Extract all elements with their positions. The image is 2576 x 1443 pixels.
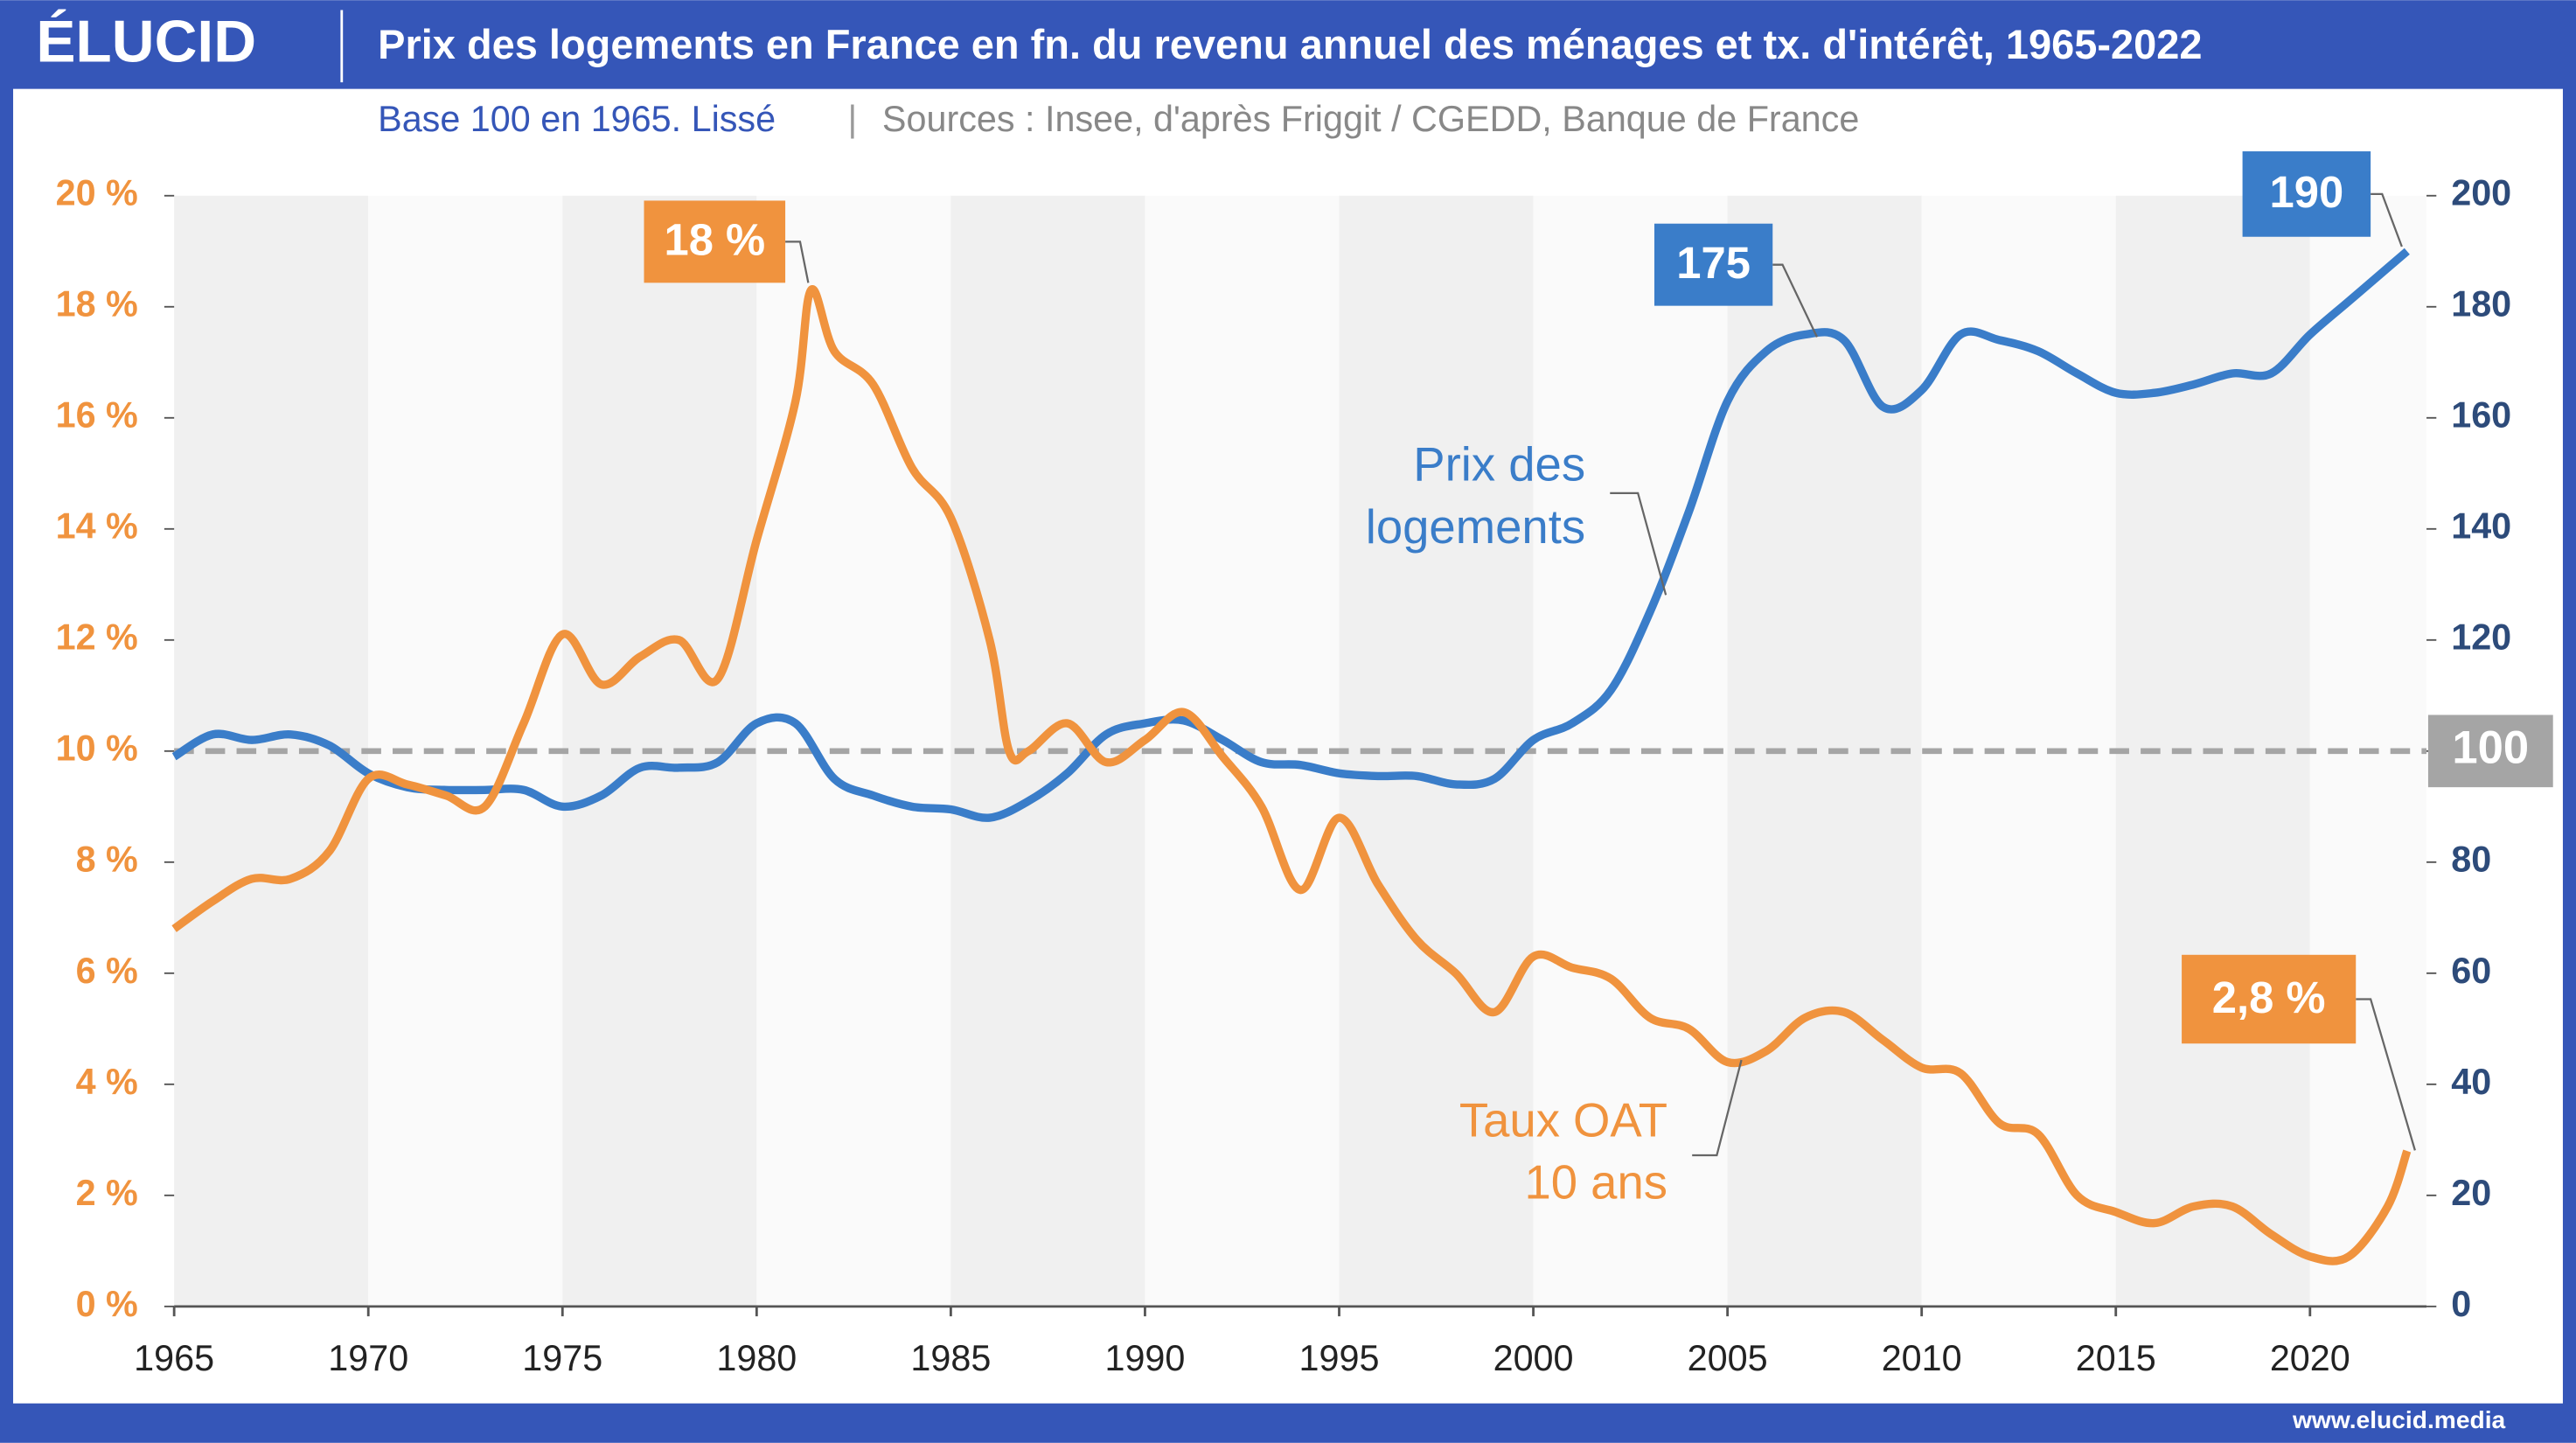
x-tick-label: 1980 [716,1338,797,1378]
series-line [171,247,2410,822]
x-tick-label: 2000 [1493,1338,1574,1378]
leader [1692,1059,1743,1157]
y-tick-label: 8 % [76,840,138,880]
annotation-box [644,200,786,283]
annotation-leader [2371,192,2403,247]
x-tick-label: 1990 [1104,1338,1185,1378]
y2-tick-label: 20 [2451,1173,2491,1213]
x-tick-label: 2005 [1688,1338,1768,1378]
reference-box [2427,715,2553,788]
y-tick-label: 20 % [56,173,138,213]
band [1727,195,1922,1307]
x-tick-label: 2010 [1882,1338,1962,1378]
annotation-box [1654,223,1773,306]
annotation-leader [1772,263,1818,338]
footer: www.elucid.media [2292,1405,2506,1433]
y2-tick-label: 160 [2451,395,2511,436]
source: Sources : Insee, d'après Friggit / CGEDD… [882,99,1859,139]
y-tick-label: 4 % [76,1062,138,1102]
x-tick-label: 1970 [328,1338,408,1378]
y-tick-label: 16 % [56,395,138,436]
y2-tick-label: 0 [2451,1284,2471,1324]
y2-tick-label: 80 [2451,840,2491,880]
annotation: 190 [2270,167,2344,217]
y2-tick-label: 120 [2451,617,2511,658]
annotation-leader [785,240,810,283]
annotation-box [2242,151,2371,237]
y-tick-label: 2 % [76,1173,138,1213]
x-tick-label: 2020 [2270,1338,2350,1378]
x-tick-label: 1975 [522,1338,602,1378]
y-tick-label: 6 % [76,951,138,991]
series-line [171,285,2412,1265]
subtitle: Base 100 en 1965. Lissé [378,99,776,139]
x-tick-label: 2015 [2076,1338,2156,1378]
annotation-box [2182,954,2357,1044]
subtitle-separator: | [847,99,857,139]
band [756,195,951,1307]
annotation: 18 % [664,215,765,265]
brand: ÉLUCID [36,9,256,75]
leader [1610,491,1667,596]
reference-label: 100 [2452,722,2529,774]
x-tick-label: 1995 [1299,1338,1380,1378]
y2-tick-label: 60 [2451,951,2491,991]
annotation-leader [2356,998,2416,1151]
y-tick-label: 0 % [76,1284,138,1324]
y2-tick-label: 180 [2451,284,2511,324]
annotation: 2,8 % [2212,972,2326,1022]
series-label: Taux OAT 10 ans [1459,1094,1667,1209]
y-tick-label: 18 % [56,284,138,324]
y2-tick-label: 140 [2451,506,2511,547]
y-tick-label: 14 % [56,506,138,547]
annotation: 175 [1676,238,1751,288]
x-tick-label: 1965 [134,1338,214,1378]
y-tick-label: 12 % [56,617,138,658]
y2-tick-label: 200 [2451,173,2511,213]
plot: 1965 1970 1975 1980 1985 1990 1995 2000 2005 2010… [56,151,2553,1378]
x-tick-label: 1985 [910,1338,991,1378]
y2-tick-label: 40 [2451,1062,2491,1102]
series-label: Prix des logements [1366,438,1585,554]
y-tick-label: 10 % [56,728,138,769]
chart-title: Prix des logements en France en fn. du r… [378,21,2202,67]
